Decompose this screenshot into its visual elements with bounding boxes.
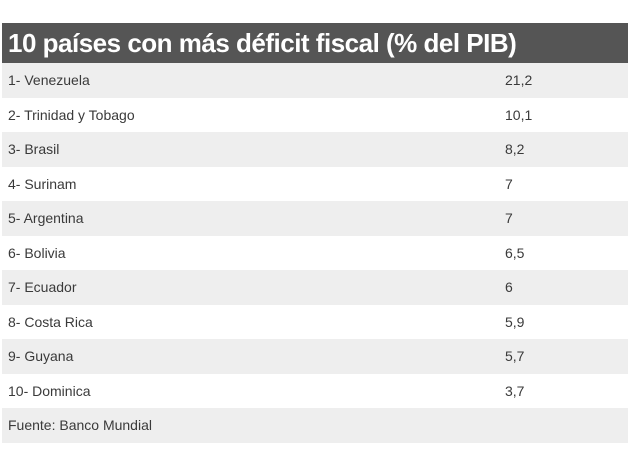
- source-row: Fuente: Banco Mundial: [2, 408, 628, 443]
- deficit-value-cell: 5,7: [505, 348, 525, 364]
- table-row: 9- Guyana 5,7: [2, 339, 628, 374]
- country-cell: 3- Brasil: [8, 141, 60, 157]
- deficit-value-cell: 7: [505, 175, 513, 192]
- country-cell: 1- Venezuela: [8, 72, 90, 88]
- deficit-value-cell: 3,7: [505, 382, 525, 399]
- table-row: 10- Dominica 3,7: [2, 373, 628, 408]
- country-cell: 7- Ecuador: [8, 279, 77, 295]
- table-row: 2- Trinidad y Tobago 10,1: [2, 97, 628, 132]
- table-title: 10 países con más déficit fiscal (% del …: [2, 23, 628, 63]
- source-note: Fuente: Banco Mundial: [8, 417, 152, 433]
- country-cell: 5- Argentina: [8, 210, 84, 226]
- deficit-value-cell: 7: [505, 210, 513, 226]
- deficit-value-cell: 21,2: [505, 72, 533, 88]
- deficit-value-cell: 10,1: [505, 106, 533, 123]
- deficit-value-cell: 6: [505, 279, 513, 295]
- country-cell: 10- Dominica: [8, 382, 91, 399]
- country-cell: 2- Trinidad y Tobago: [8, 106, 135, 123]
- table-row: 7- Ecuador 6: [2, 270, 628, 305]
- country-cell: 6- Bolivia: [8, 244, 66, 261]
- table-row: 3- Brasil 8,2: [2, 132, 628, 167]
- deficit-value-cell: 8,2: [505, 141, 525, 157]
- country-cell: 8- Costa Rica: [8, 313, 93, 330]
- table-row: 5- Argentina 7: [2, 201, 628, 236]
- table-row: 6- Bolivia 6,5: [2, 235, 628, 270]
- table-row: 1- Venezuela 21,2: [2, 63, 628, 98]
- table-body: 1- Venezuela 21,2 2- Trinidad y Tobago 10,1…: [2, 63, 628, 443]
- deficit-value-cell: 5,9: [505, 313, 525, 330]
- table-row: 8- Costa Rica 5,9: [2, 304, 628, 339]
- country-cell: 4- Surinam: [8, 175, 77, 192]
- country-cell: 9- Guyana: [8, 348, 74, 364]
- table-row: 4- Surinam 7: [2, 166, 628, 201]
- deficit-value-cell: 6,5: [505, 244, 525, 261]
